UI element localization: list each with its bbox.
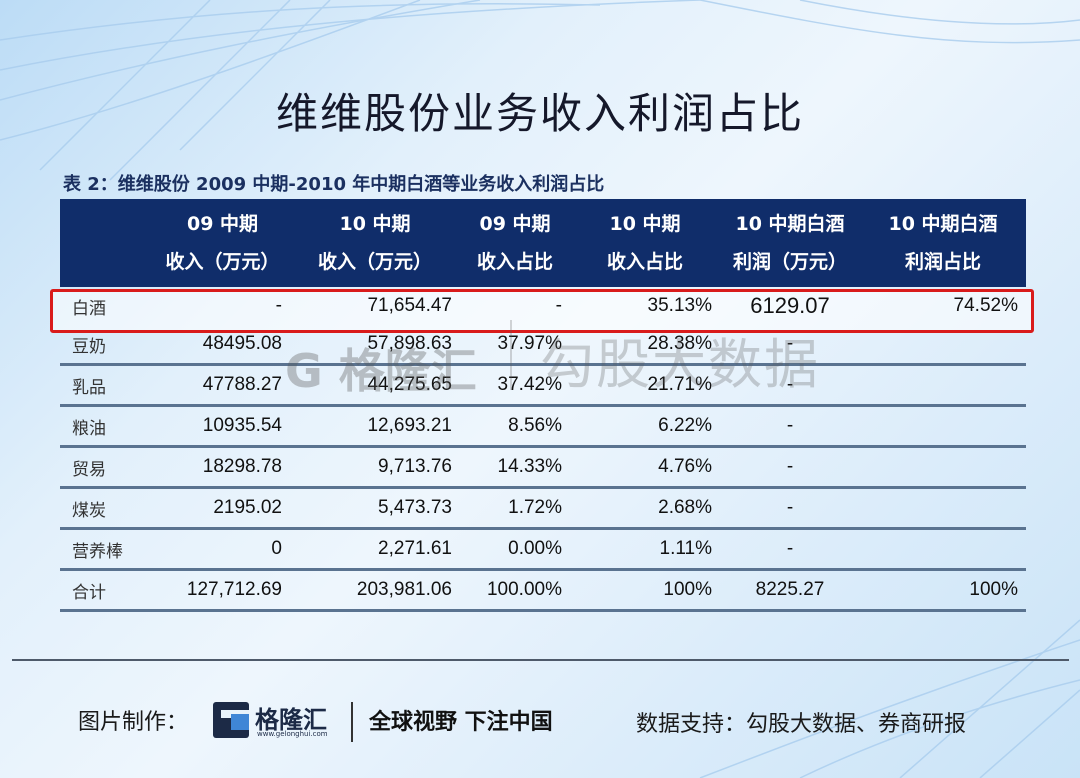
row-name: 合计 [60, 569, 155, 612]
watermark-divider [510, 320, 512, 390]
cell-profit-share10 [860, 325, 1026, 366]
cell-share10: 1.11% [570, 528, 720, 571]
row-name: 贸易 [60, 446, 155, 489]
table-caption: 表 2：维维股份 2009 中期-2010 年中期白酒等业务收入利润占比 [63, 174, 605, 195]
cell-rev10: 71,654.47 [367, 295, 452, 316]
cell-share10: 21.71% [570, 364, 720, 407]
cell-rev09: 127,712.69 [155, 569, 290, 612]
slogan: 全球视野 下注中国 [369, 710, 553, 735]
table-row: 营养棒 0 2,271.61 0.00% 1.11% - [60, 528, 1026, 571]
footer-vertical-divider [351, 702, 353, 742]
footer-divider [12, 659, 1069, 661]
cell-rev09: 47788.27 [155, 364, 290, 407]
table-row: 豆奶 48495.08 57,898.63 37.97% 28.38% - [60, 325, 1026, 366]
table-row-total: 合计 127,712.69 203,981.06 100.00% 100% 82… [60, 569, 1026, 612]
cell-rev10: 9,713.76 [290, 446, 460, 489]
cell-profit-share10 [860, 446, 1026, 489]
watermark-gelonghui: G 格隆汇 [285, 344, 477, 398]
header-cell-rev09: 09 中期 收入（万元） [155, 199, 290, 287]
cell-rev10: 57,898.63 [290, 325, 460, 366]
row-name: 营养棒 [60, 528, 155, 571]
table-row: 乳品 47788.27 44,275.65 37.42% 21.71% - [60, 364, 1026, 407]
row-name: 豆奶 [60, 325, 155, 366]
cell-share09: - [555, 295, 562, 316]
data-source: 数据支持：勾股大数据、券商研报 [636, 712, 967, 737]
cell-share10: 28.38% [570, 325, 720, 366]
cell-profit-share10 [860, 487, 1026, 530]
table-row: 贸易 18298.78 9,713.76 14.33% 4.76% - [60, 446, 1026, 489]
cell-share09: 8.56% [460, 405, 570, 448]
header-cell-rev10: 10 中期 收入（万元） [290, 199, 460, 287]
cell-share09: 0.00% [460, 528, 570, 571]
page-title: 维维股份业务收入利润占比 [275, 89, 804, 138]
cell-rev09: 48495.08 [155, 325, 290, 366]
cell-rev09: - [275, 295, 282, 316]
gelonghui-logo: 格隆汇 www.gelonghui.com [213, 700, 338, 740]
cell-profit-share10 [860, 528, 1026, 571]
header-cell-share10: 10 中期 收入占比 [570, 199, 720, 287]
cell-rev09: 10935.54 [155, 405, 290, 448]
cell-rev10: 12,693.21 [290, 405, 460, 448]
row-name: 白酒 [72, 298, 106, 319]
cell-rev09: 18298.78 [155, 446, 290, 489]
cell-share10: 35.13% [647, 295, 712, 316]
footer: 图片制作： 格隆汇 www.gelonghui.com 全球视野 下注中国 数据… [0, 700, 1080, 742]
cell-profit10: - [720, 487, 860, 530]
cell-profit-share10: 100% [860, 569, 1026, 612]
table-header-row: 09 中期 收入（万元） 10 中期 收入（万元） 09 中期 收入占比 10 中期收… [60, 199, 1026, 287]
table-row: 煤炭 2195.02 5,473.73 1.72% 2.68% - [60, 487, 1026, 530]
logo-g-icon [213, 702, 249, 738]
row-name: 煤炭 [60, 487, 155, 530]
header-cell-share09: 09 中期 收入占比 [460, 199, 570, 287]
cell-rev09: 0 [155, 528, 290, 571]
cell-share09: 14.33% [460, 446, 570, 489]
revenue-profit-table: 09 中期 收入（万元） 10 中期 收入（万元） 09 中期 收入占比 10 中期收… [60, 199, 1026, 612]
cell-share09: 1.72% [460, 487, 570, 530]
cell-share10: 2.68% [570, 487, 720, 530]
row-name: 粮油 [60, 405, 155, 448]
logo-url: www.gelonghui.com [257, 730, 328, 738]
cell-profit10: - [720, 364, 860, 407]
table-row-baijiu: 白酒 - 71,654.47 - 35.13% 6129.07 74.52% [60, 287, 1026, 325]
cell-profit10: - [720, 325, 860, 366]
cell-share09: 100.00% [460, 569, 570, 612]
cell-share10: 6.22% [570, 405, 720, 448]
cell-rev10: 5,473.73 [290, 487, 460, 530]
cell-profit10: - [720, 528, 860, 571]
cell-rev10: 2,271.61 [290, 528, 460, 571]
cell-share10: 4.76% [570, 446, 720, 489]
cell-profit10: - [720, 405, 860, 448]
cell-profit-share10 [860, 405, 1026, 448]
cell-rev09: 2195.02 [155, 487, 290, 530]
header-cell-profit-share10: 10 中期白酒 利润占比 [860, 199, 1026, 287]
cell-profit10: 6129.07 [750, 293, 830, 318]
made-by-label: 图片制作： [78, 710, 189, 735]
cell-rev10: 203,981.06 [290, 569, 460, 612]
cell-share09: 37.97% [460, 325, 570, 366]
header-cell-profit10: 10 中期白酒 利润（万元） [720, 199, 860, 287]
logo-text: 格隆汇 [255, 706, 327, 734]
header-cell-blank [60, 199, 155, 287]
cell-share09: 37.42% [460, 364, 570, 407]
cell-profit-share10 [860, 364, 1026, 407]
cell-profit-share10: 74.52% [953, 295, 1018, 316]
cell-share10: 100% [570, 569, 720, 612]
table-row: 粮油 10935.54 12,693.21 8.56% 6.22% - [60, 405, 1026, 448]
cell-profit10: - [720, 446, 860, 489]
watermark-gougu: 勾股大数据 [540, 333, 820, 396]
cell-rev10: 44,275.65 [290, 364, 460, 407]
row-name: 乳品 [60, 364, 155, 407]
cell-profit10: 8225.27 [720, 569, 860, 612]
